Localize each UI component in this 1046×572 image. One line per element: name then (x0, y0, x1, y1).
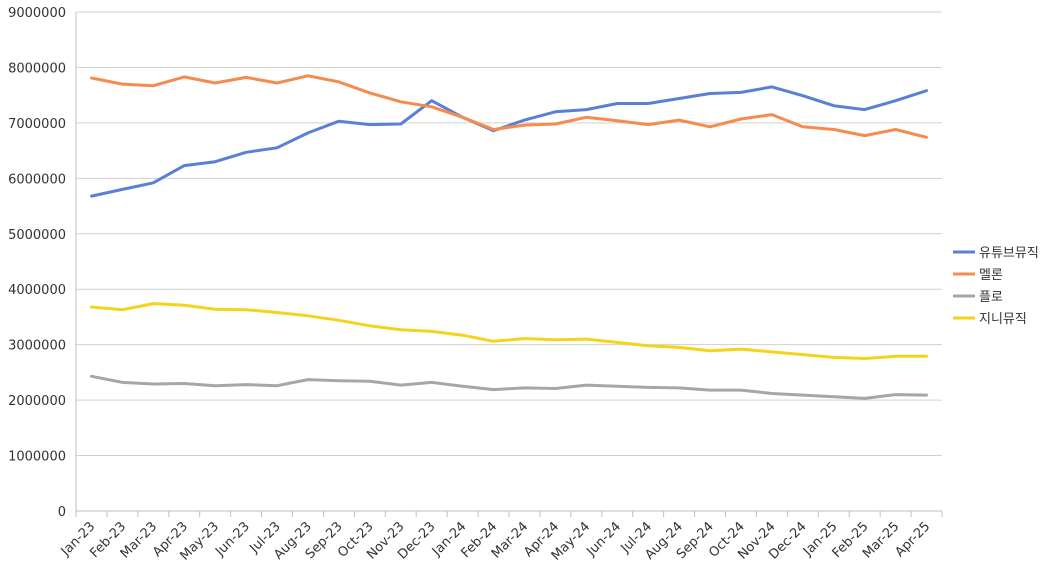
x-tick-label: Jun-23 (212, 519, 253, 560)
y-tick-label: 3000000 (8, 339, 66, 354)
series-line-2 (90, 374, 928, 400)
series-line-1 (90, 74, 928, 139)
y-tick-label: 4000000 (8, 283, 66, 298)
grid-lines (76, 11, 942, 512)
y-tick-label: 6000000 (8, 172, 66, 187)
legend-entry: 멜론 (979, 268, 1003, 283)
legend-entry: 지니뮤직 (979, 312, 1027, 327)
y-tick-label: 2000000 (8, 394, 66, 409)
x-tick-label: Jun-24 (583, 519, 624, 560)
x-axis-tick-labels: Jan-23Feb-23Mar-23Apr-23May-23Jun-23Jul-… (58, 519, 934, 563)
y-tick-label: 0 (58, 505, 66, 520)
y-tick-label: 8000000 (8, 61, 66, 76)
legend-entry: 플로 (979, 290, 1003, 305)
x-axis (75, 12, 943, 517)
series-lines (90, 74, 928, 400)
legend-entry: 유튜브뮤직 (979, 246, 1039, 261)
x-tick-label: Apr-25 (892, 519, 933, 560)
y-tick-label: 7000000 (8, 117, 66, 132)
series-line-3 (90, 302, 928, 360)
series-line-0 (90, 85, 928, 198)
y-tick-label: 1000000 (8, 450, 66, 465)
y-tick-label: 5000000 (8, 228, 66, 243)
y-axis-tick-labels: 0 1000000 2000000 3000000 4000000 5000000 6000… (8, 6, 66, 520)
y-tick-label: 9000000 (8, 6, 66, 21)
